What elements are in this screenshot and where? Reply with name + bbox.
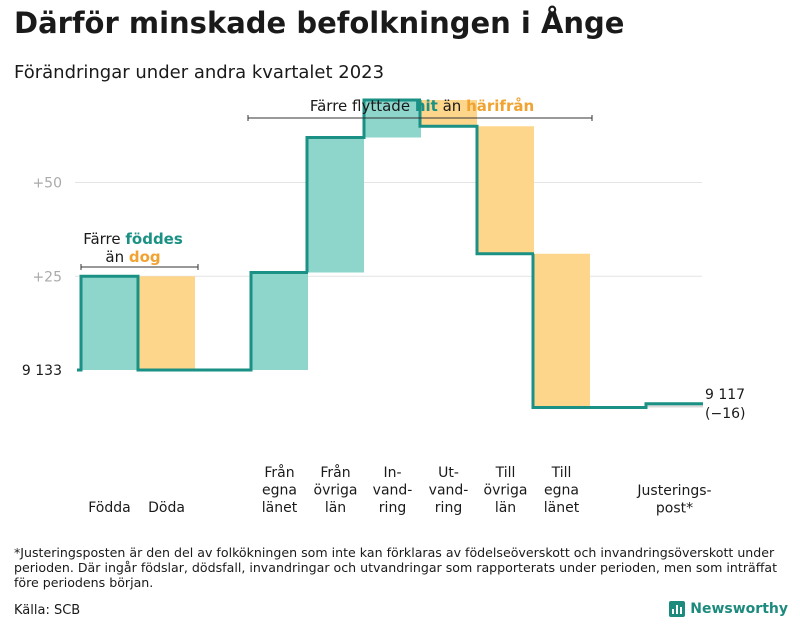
footnote: *Justeringsposten är den del av folkökni… [14,545,778,590]
bar-3 [307,137,364,273]
bar-2 [251,272,308,370]
category-label: Till övriga län [484,465,528,516]
brand-logo: Newsworthy [669,601,788,617]
moves-annotation: Färre flyttade hit än härifrån [310,97,534,115]
waterfall-chart: +25 +50 Födda Döda Från egna länet Från övriga l… [22,97,746,517]
chart-subtitle: Förändringar under andra kvartalet 2023 [14,62,385,83]
bar-8 [646,403,703,408]
bar-5 [420,100,477,127]
category-label: Från övriga län [314,464,358,516]
labels: Födda Döda Från egna länet Från övriga län In-va… [22,363,746,517]
source-label: Källa: SCB [14,603,81,618]
y-tick-label: +50 [32,176,62,192]
category-label: Födda [88,500,130,516]
category-label: In-vand-ring [373,465,413,516]
y-tick-label: +25 [32,269,62,285]
bar-7 [533,253,590,408]
end-change-label: (−16) [705,406,745,422]
bar-chart-icon [669,601,686,617]
chart-title: Därför minskade befolkningen i Ånge [14,6,625,40]
category-label: Till egna länet [544,465,580,516]
births-annotation-line1: Färre föddes [83,230,183,248]
step-line [77,98,703,409]
start-value-label: 9 133 [22,363,62,379]
bar-1 [138,276,195,370]
category-label: Ut-vand-ring [429,465,469,516]
bar-0 [81,276,138,370]
births-annotation-line2: än dog [105,248,160,266]
bar-4 [364,100,421,138]
category-label: Justerings-post* [636,483,711,517]
end-value-label: 9 117 [705,387,745,403]
brand-name: Newsworthy [690,601,788,617]
bars [81,100,703,408]
category-label: Döda [148,500,185,516]
bar-6 [477,126,534,254]
category-label: Från egna länet [262,464,298,516]
